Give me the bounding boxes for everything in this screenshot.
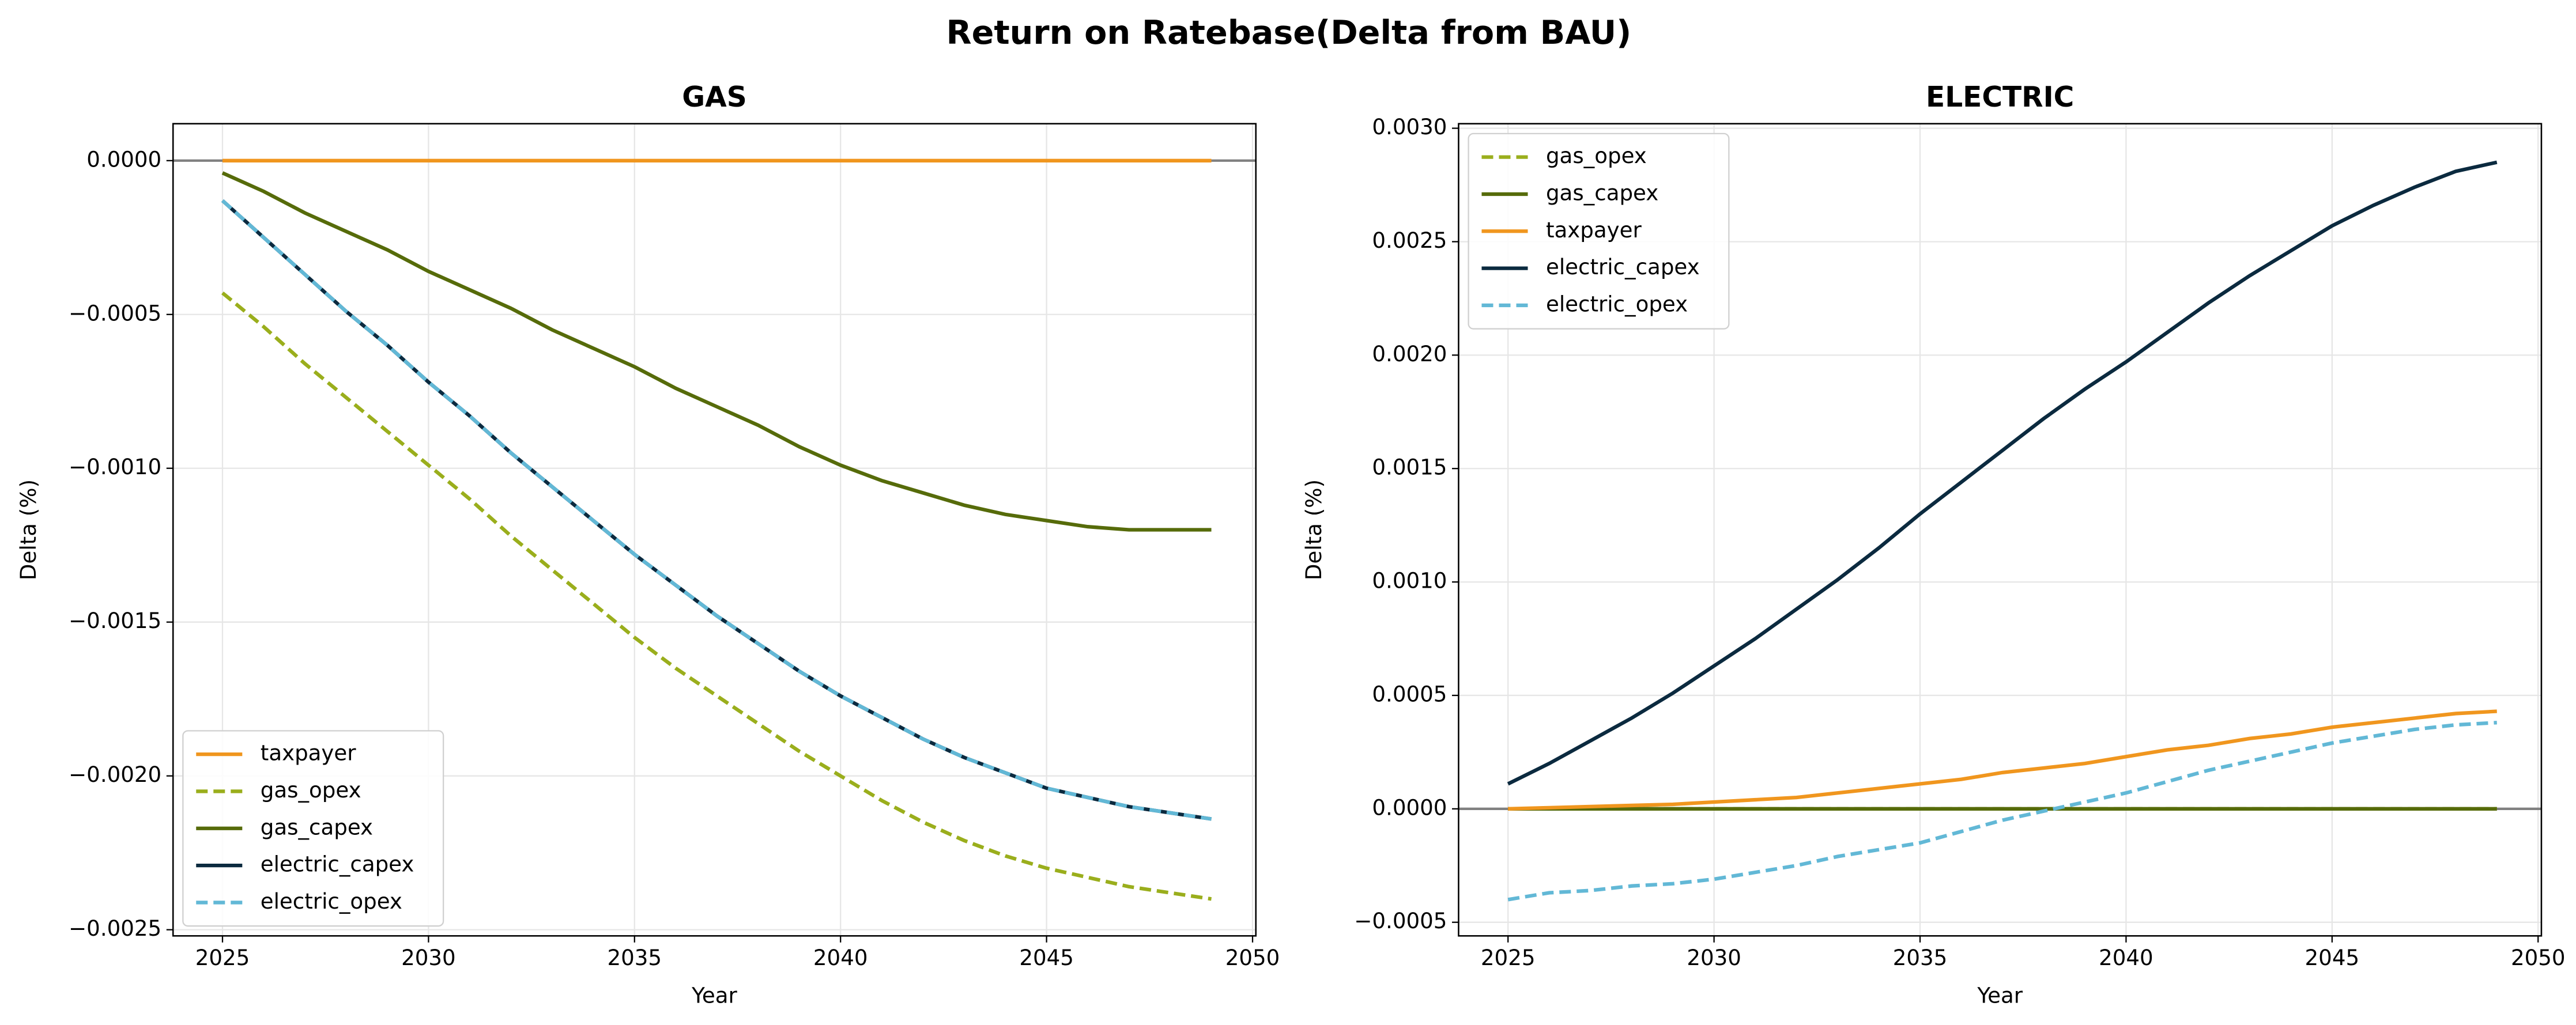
legend-label: electric_opex <box>261 888 402 914</box>
x-axis-label: Year <box>1977 983 2023 1008</box>
plot-frame <box>1458 123 2543 937</box>
y-tick-label: 0.0005 <box>1372 681 1447 706</box>
y-tick-label: 0.0020 <box>1372 341 1447 366</box>
y-tick-label: −0.0010 <box>69 454 161 479</box>
y-tick-label: −0.0005 <box>69 300 161 326</box>
y-tick-label: −0.0015 <box>69 608 161 633</box>
x-tick-label: 2050 <box>1225 945 1280 970</box>
x-tick-label: 2050 <box>2511 945 2566 970</box>
x-tick-label: 2035 <box>1893 945 1948 970</box>
legend-box <box>1468 133 1730 330</box>
x-tick-label: 2030 <box>1687 945 1741 970</box>
legend-box <box>182 730 444 927</box>
y-tick-label: −0.0020 <box>69 762 161 787</box>
series-line <box>1507 721 2497 902</box>
series-line <box>221 199 1212 821</box>
y-tick-label: 0.0000 <box>1372 795 1447 820</box>
legend-label: taxpayer <box>261 740 357 766</box>
x-tick-label: 2030 <box>401 945 456 970</box>
x-tick-label: 2045 <box>1019 945 1074 970</box>
chart-title: GAS <box>682 81 747 114</box>
y-axis-label: Delta (%) <box>1301 479 1326 580</box>
figure-title: Return on Ratebase(Delta from BAU) <box>946 14 1632 52</box>
series-line <box>1508 709 2497 811</box>
x-tick-label: 2040 <box>813 945 868 970</box>
series-line <box>1507 160 2498 786</box>
x-tick-label: 2025 <box>1481 945 1536 970</box>
y-tick-label: 0.0015 <box>1372 455 1447 480</box>
panel: 2025 2030 2035 2040 2045 2050 0.0000 −0.0005 −0.… <box>16 81 1280 1008</box>
y-tick-label: 0.0025 <box>1372 228 1447 253</box>
chart-title: ELECTRIC <box>1926 81 2074 114</box>
y-tick-label: −0.0025 <box>69 916 161 941</box>
legend-label: gas_capex <box>1546 180 1658 205</box>
y-axis-label: Delta (%) <box>16 479 41 580</box>
legend-label: taxpayer <box>1546 217 1642 243</box>
y-tick-label: −0.0005 <box>1354 908 1447 933</box>
series-line <box>221 171 1212 532</box>
x-axis-label: Year <box>691 983 737 1008</box>
legend-label: electric_opex <box>1546 291 1688 316</box>
series-line <box>221 291 1212 901</box>
legend-label: gas_opex <box>1546 143 1647 168</box>
plot-frame <box>172 123 1257 937</box>
x-tick-label: 2035 <box>608 945 662 970</box>
y-tick-label: 0.0030 <box>1372 114 1447 139</box>
x-tick-label: 2045 <box>2305 945 2360 970</box>
legend-label: gas_opex <box>261 777 361 803</box>
x-tick-label: 2025 <box>195 945 250 970</box>
panel: 2025 2030 2035 2040 2045 2050 −0.0005 0.0000 0.0… <box>1301 81 2565 1008</box>
legend-label: electric_capex <box>261 852 414 877</box>
x-tick-label: 2040 <box>2099 945 2153 970</box>
y-tick-label: 0.0010 <box>1372 568 1447 593</box>
y-tick-label: 0.0000 <box>86 146 161 172</box>
legend-label: electric_capex <box>1546 254 1700 279</box>
legend-label: gas_capex <box>261 814 373 839</box>
